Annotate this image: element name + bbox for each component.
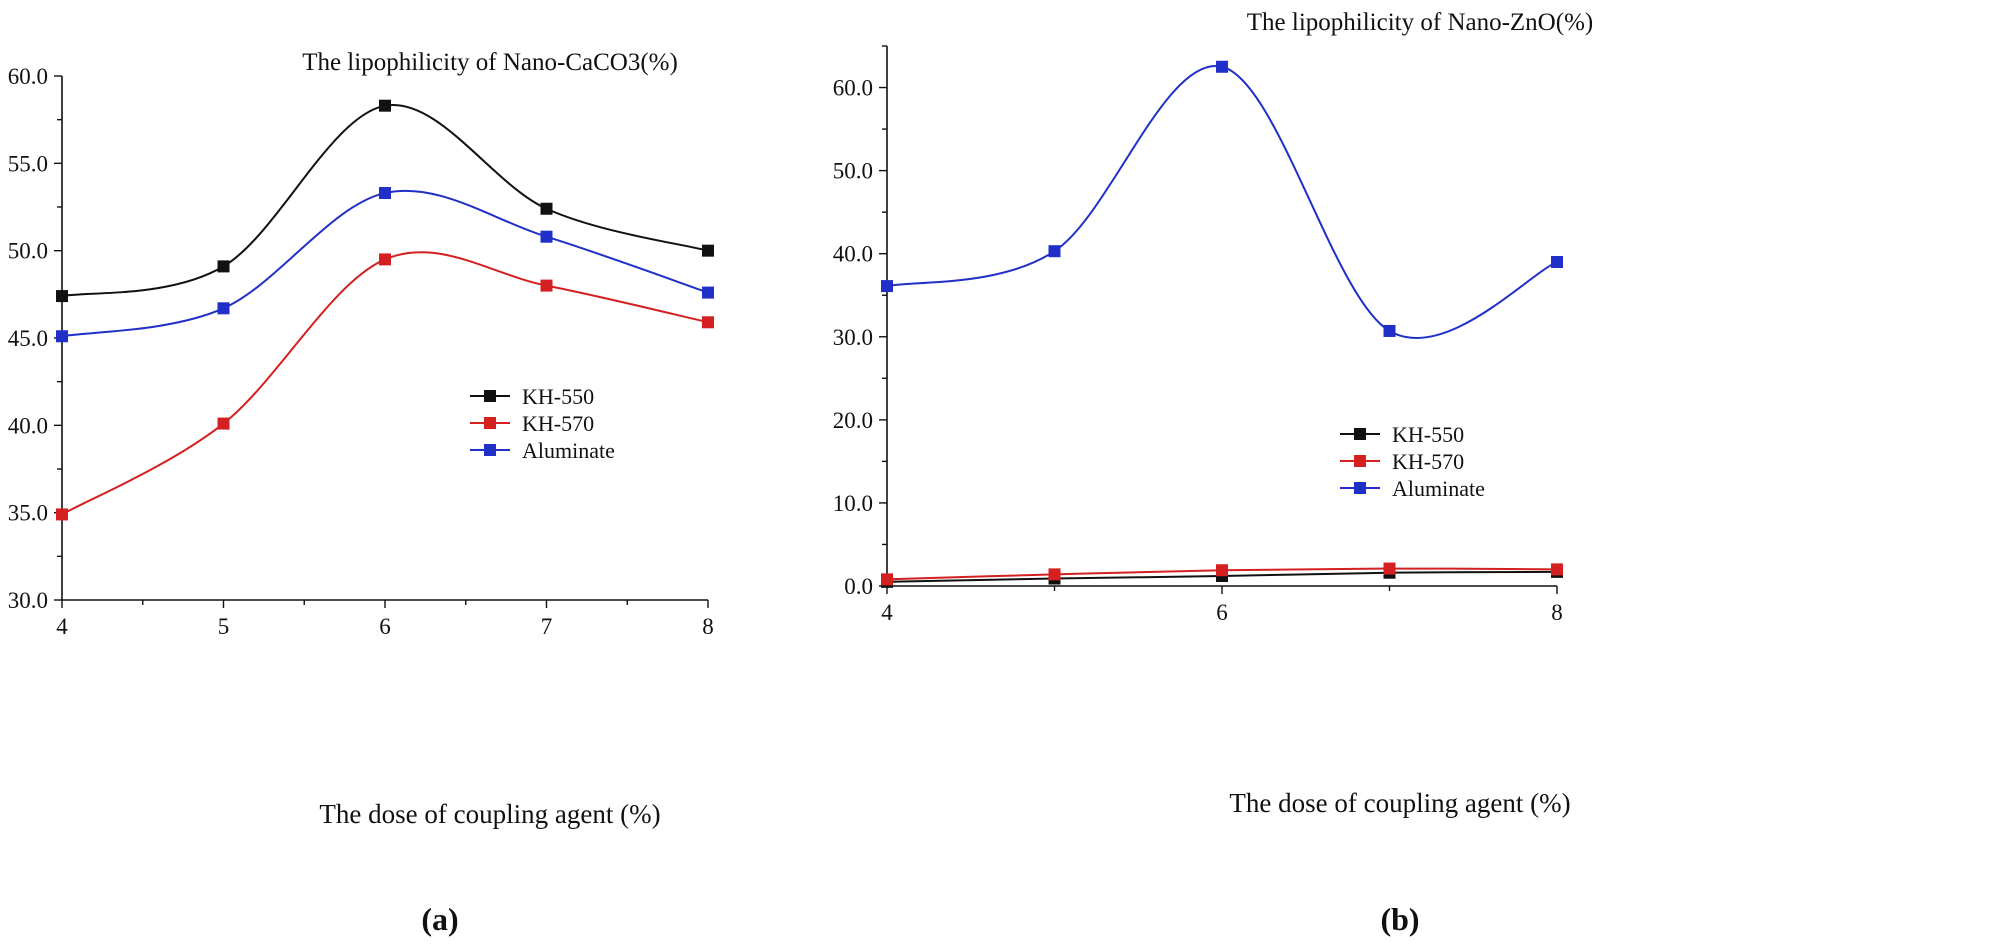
data-point-kh-570 [1048,568,1061,581]
legend-marker-aluminate [1354,482,1366,494]
legend-marker-kh-550 [1354,428,1366,440]
y-tick-label: 30.0 [833,325,873,350]
legend-label-aluminate: Aluminate [1392,476,1485,501]
legend-label-kh-570: KH-570 [1392,449,1464,474]
legend-marker-kh-550 [484,390,496,402]
legend-marker-aluminate [484,444,496,456]
y-tick-label: 10.0 [833,491,873,516]
series-line-aluminate [886,65,1558,339]
data-point-aluminate [702,286,714,299]
axes-a: 30.0 35.0 40.0 45.0 50.0 55.0 60.0 4 5 6 7 8 [8,64,714,639]
data-point-kh-570 [881,573,893,586]
data-point-aluminate [1048,245,1061,258]
legend-label-kh-570: KH-570 [522,411,594,436]
axes-b: 0.0 10.0 20.0 30.0 40.0 50.0 60.0 4 6 8 [833,45,1563,625]
x-tick-label: 8 [702,614,714,639]
series-group-a [56,99,714,521]
chart-title-a: The lipophilicity of Nano-CaCO3(%) [302,49,678,76]
data-point-aluminate [379,187,391,200]
y-tick-label: 50.0 [833,159,873,184]
y-tick-label: 60.0 [833,76,873,101]
data-point-aluminate [1383,324,1396,337]
y-tick-label: 60.0 [8,64,48,89]
y-tick-label: 40.0 [833,242,873,267]
data-point-kh-550 [217,260,230,273]
x-tick-label: 6 [379,614,391,639]
x-tick-label: 6 [1216,600,1228,625]
data-point-aluminate [217,302,230,315]
y-tick-label: 20.0 [833,408,873,433]
data-point-kh-570 [217,417,230,430]
panel-label-b: (b) [1380,901,1419,937]
data-point-aluminate [1551,256,1563,268]
y-tick-label: 35.0 [8,501,48,526]
y-tick-label: 0.0 [844,574,873,599]
legend-label-kh-550: KH-550 [522,384,594,409]
x-axis-label-b: The dose of coupling agent (%) [1229,788,1570,818]
series-line-kh-550 [61,104,709,298]
y-tick-label: 50.0 [8,239,48,264]
data-point-kh-550 [56,290,68,303]
legend-label-kh-550: KH-550 [1392,422,1464,447]
x-axis-label-a: The dose of coupling agent (%) [319,799,660,829]
data-point-kh-570 [1551,563,1563,576]
chart-title-b: The lipophilicity of Nano-ZnO(%) [1247,9,1593,36]
y-tick-label: 40.0 [8,413,48,438]
data-point-kh-550 [540,202,553,215]
data-point-kh-550 [379,99,391,112]
x-tick-label: 4 [881,600,893,625]
data-point-kh-570 [702,316,714,329]
x-tick-label: 7 [541,614,553,639]
series-line-kh-570 [61,251,709,516]
y-tick-label: 45.0 [8,326,48,351]
data-point-kh-570 [56,508,68,521]
data-point-kh-570 [379,253,391,266]
data-point-aluminate [1216,60,1228,73]
chart-panel-a: The lipophilicity of Nano-CaCO3(%) The d… [8,49,714,937]
panel-label-a: (a) [421,901,458,937]
x-tick-label: 4 [56,614,68,639]
data-point-kh-570 [1383,562,1396,575]
data-point-aluminate [56,330,68,343]
legend-marker-kh-570 [1354,455,1366,467]
y-tick-label: 55.0 [8,151,48,176]
y-tick-label: 30.0 [8,588,48,613]
data-point-aluminate [881,280,893,293]
data-point-kh-570 [540,279,553,292]
legend-marker-kh-570 [484,417,496,429]
data-point-aluminate [540,230,553,243]
x-tick-label: 5 [218,614,230,639]
legend-label-aluminate: Aluminate [522,438,615,463]
chart-panel-b: The lipophilicity of Nano-ZnO(%) The dos… [833,9,1593,937]
series-group-b [881,60,1563,588]
x-tick-label: 8 [1551,600,1563,625]
data-point-kh-570 [1216,564,1228,577]
data-point-kh-550 [702,244,714,257]
